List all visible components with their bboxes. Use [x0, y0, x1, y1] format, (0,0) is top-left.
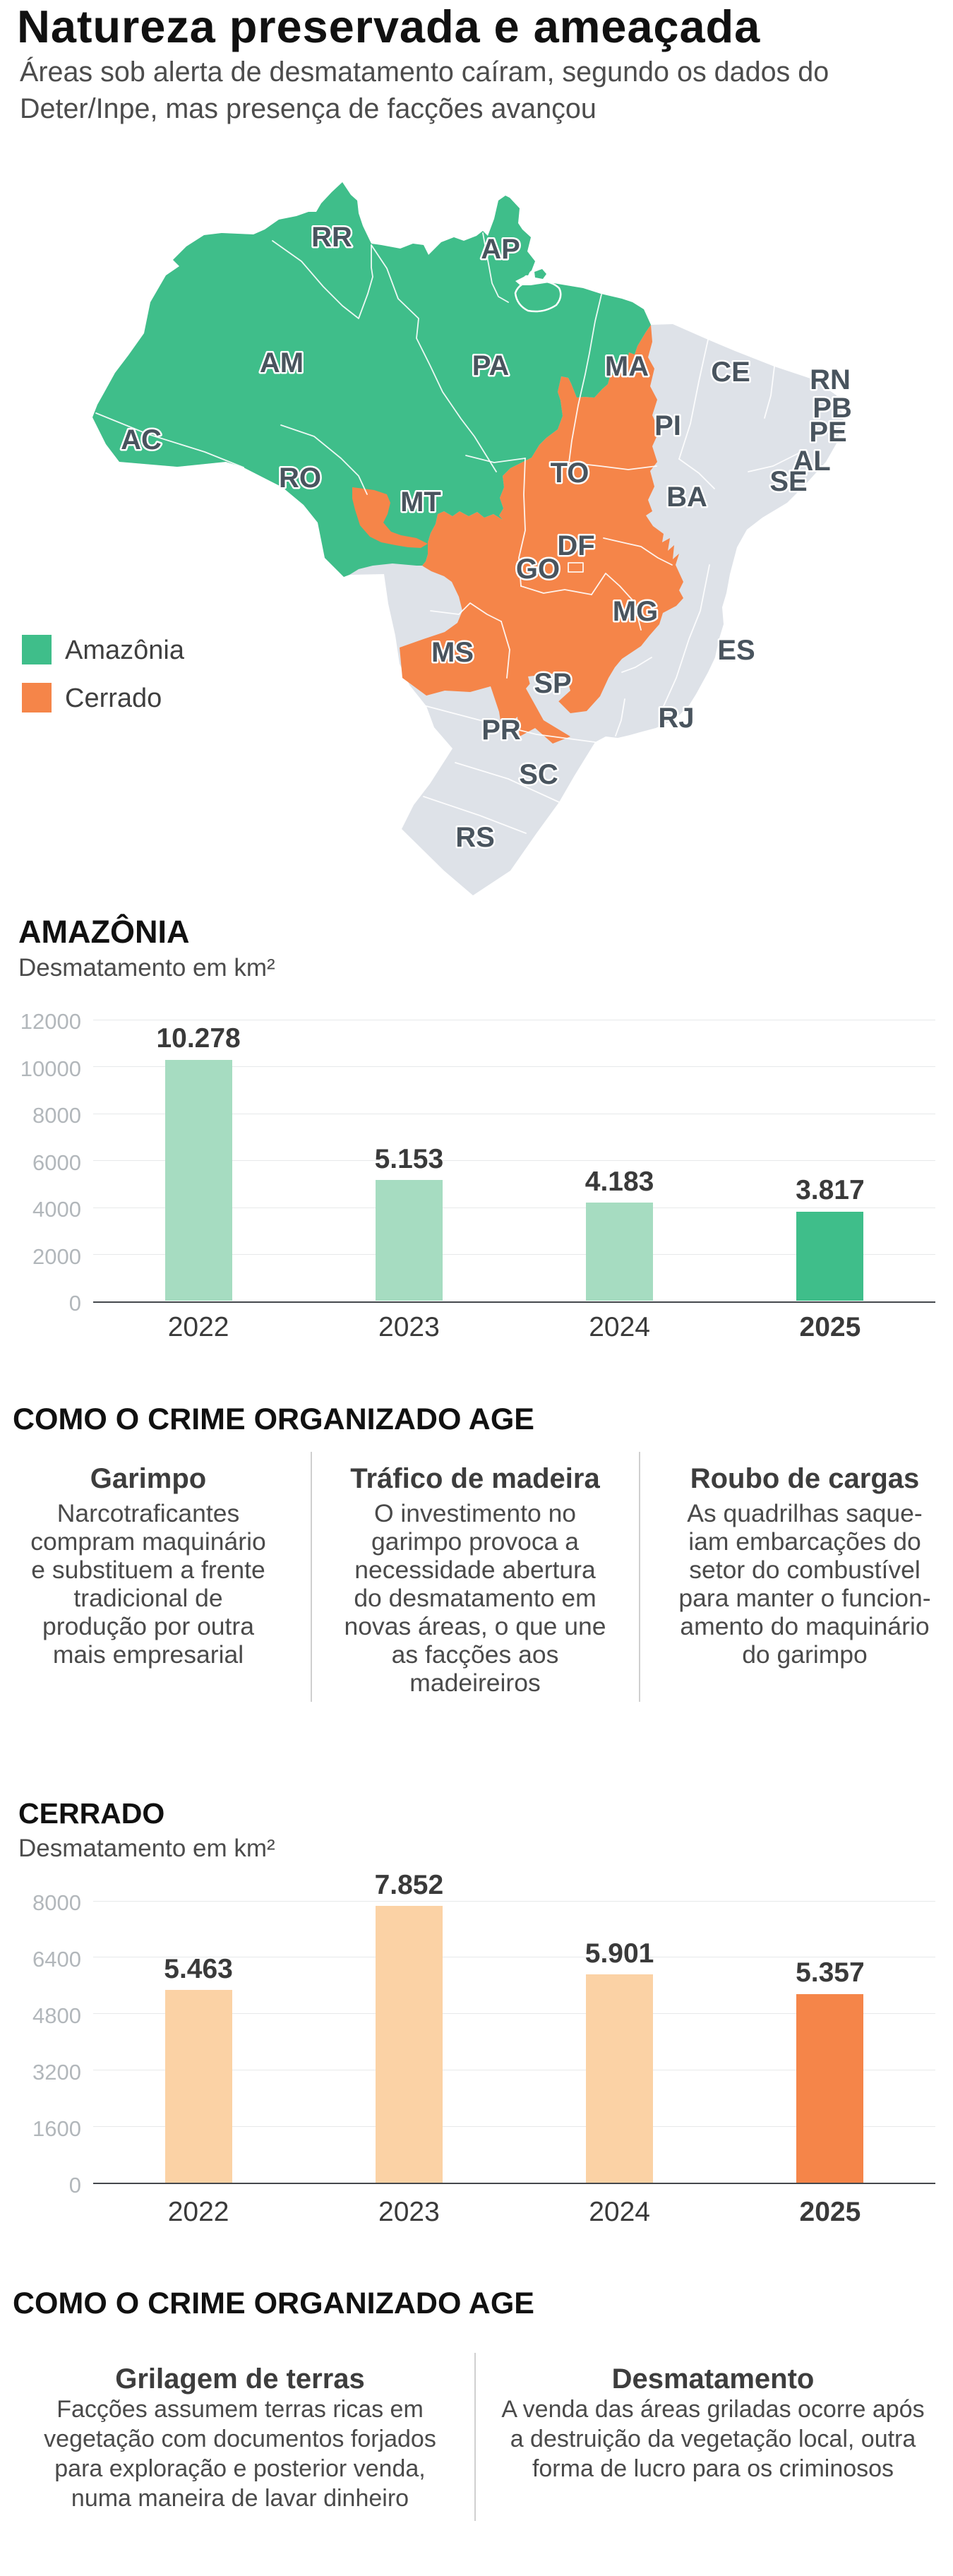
svg-text:MT: MT — [400, 487, 441, 518]
svg-text:RR: RR — [311, 222, 352, 253]
svg-text:AL: AL — [793, 446, 830, 477]
svg-text:RO: RO — [279, 463, 321, 494]
svg-text:MA: MA — [605, 351, 649, 382]
svg-text:PR: PR — [481, 715, 521, 746]
svg-text:PE: PE — [809, 417, 846, 448]
svg-text:BA: BA — [666, 482, 707, 513]
svg-text:PA: PA — [472, 350, 510, 381]
svg-text:SP: SP — [534, 668, 571, 699]
svg-text:SC: SC — [519, 759, 558, 790]
svg-text:RS: RS — [455, 822, 495, 853]
svg-text:AC: AC — [121, 424, 162, 455]
svg-text:SE: SE — [769, 466, 807, 497]
svg-text:RN: RN — [810, 364, 851, 395]
svg-text:GO: GO — [516, 554, 560, 585]
svg-text:MS: MS — [431, 637, 474, 668]
svg-text:TO: TO — [551, 458, 589, 489]
svg-text:ES: ES — [717, 635, 755, 666]
svg-text:CE: CE — [711, 357, 750, 388]
svg-text:MG: MG — [613, 596, 658, 627]
svg-text:PB: PB — [813, 393, 852, 424]
svg-text:RJ: RJ — [658, 703, 694, 734]
svg-text:PI: PI — [654, 410, 681, 441]
svg-text:DF: DF — [557, 530, 594, 561]
svg-text:AM: AM — [260, 347, 304, 378]
svg-text:AP: AP — [481, 234, 520, 265]
